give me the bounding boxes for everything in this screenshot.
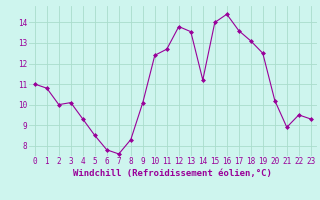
X-axis label: Windchill (Refroidissement éolien,°C): Windchill (Refroidissement éolien,°C)	[73, 169, 272, 178]
